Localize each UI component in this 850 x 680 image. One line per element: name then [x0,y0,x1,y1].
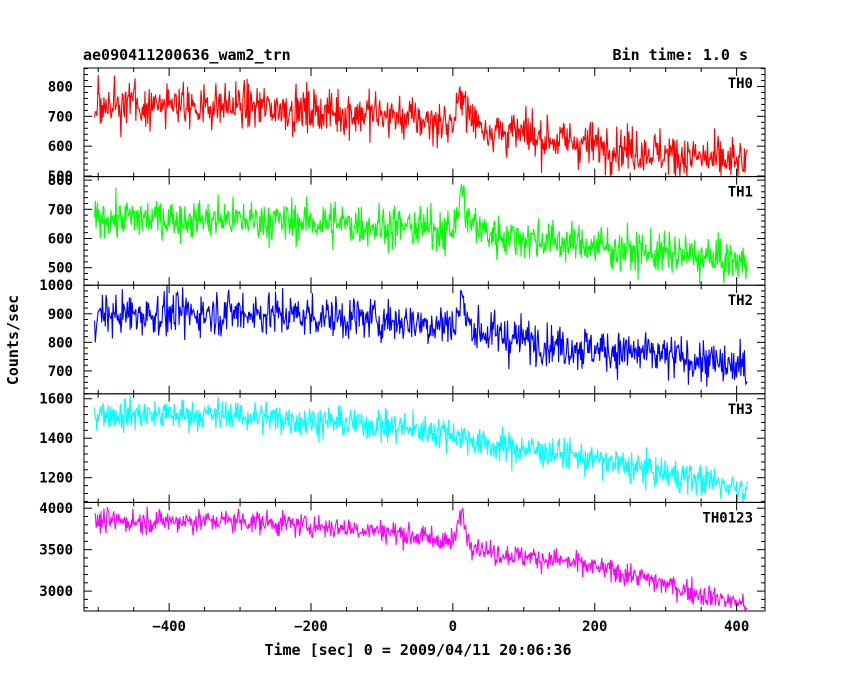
panel-th2: 700 800 900 1000 TH2 [39,278,766,395]
panel-th1: 500 600 700 800 TH1 [48,173,766,286]
x-axis: −400 −200 0 200 400 [152,619,749,635]
y-axis-label: Counts/sec [4,295,22,385]
x-tick-label: 0 [449,619,457,635]
y-tick-label: 1400 [39,431,73,447]
y-tick-label: 700 [48,364,73,380]
panel-th0123: 3000 3500 4000 TH0123 [39,501,766,612]
x-tick-label: 400 [724,619,749,635]
y-tick-label: 800 [48,335,73,351]
y-tick-label: 700 [48,202,73,218]
y-tick-label: 700 [48,109,73,125]
panel-label: TH1 [728,185,753,201]
panel-label: TH0 [728,76,753,92]
y-tick-label: 1200 [39,471,73,487]
y-tick-label: 1000 [39,278,73,294]
series-line-th0 [94,74,748,177]
y-tick-label: 500 [48,261,73,277]
y-tick-label: 800 [48,173,73,189]
x-tick-label: −200 [294,619,328,635]
x-axis-label: Time [sec] 0 = 2009/04/11 20:06:36 [264,641,571,659]
y-tick-label: 3000 [39,584,73,600]
panel-th3: 1200 1400 1600 TH3 [39,392,766,503]
y-tick-label: 500 [48,169,73,185]
series-line-th0123 [94,506,748,612]
x-tick-label: −400 [152,619,186,635]
y-tick-label: 600 [48,139,73,155]
y-tick-label: 1600 [39,392,73,408]
panel-label: TH0123 [702,510,753,526]
panels-group: 500 600 700 800 TH0 500 600 700 800 TH1 700 800 900 1… [39,67,766,612]
y-tick-label: 800 [48,79,73,95]
chart-title: ae090411200636_wam2_trn [83,46,291,64]
panel-frame [83,501,766,612]
series-line-th1 [94,184,748,284]
series-line-th2 [94,285,748,387]
panel-th0: 500 600 700 800 TH0 [48,67,766,185]
series-line-th3 [94,395,748,503]
panel-label: TH2 [728,293,753,309]
panel-label: TH3 [728,402,753,418]
x-tick-label: 200 [582,619,607,635]
y-tick-label: 4000 [39,501,73,517]
y-tick-label: 600 [48,231,73,247]
y-tick-label: 900 [48,307,73,323]
bin-time-label: Bin time: 1.0 s [613,46,748,64]
y-tick-label: 3500 [39,543,73,559]
